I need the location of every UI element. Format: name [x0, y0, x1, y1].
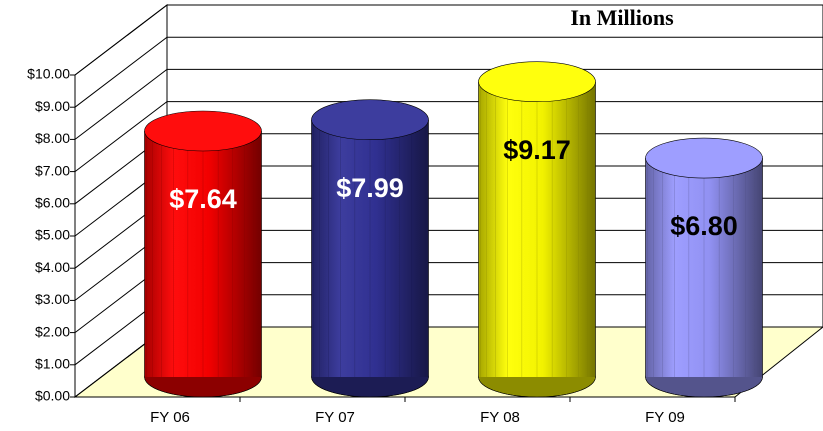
value-label: $9.17 — [503, 135, 571, 165]
y-tick-label: $2.00 — [35, 323, 70, 339]
y-tick-label: $4.00 — [35, 259, 70, 275]
bar-outline — [311, 119, 429, 398]
y-tick-label: $7.00 — [35, 162, 70, 178]
y-tick-label: $1.00 — [35, 356, 70, 372]
bar-top — [311, 99, 429, 141]
x-tick-label: FY 09 — [645, 409, 685, 426]
grid-line — [74, 4, 823, 76]
y-tick-label: $8.00 — [35, 130, 70, 146]
x-tick-label: FY 08 — [480, 409, 520, 426]
chart-title: In Millions — [570, 5, 674, 30]
y-tick-label: $10.00 — [27, 66, 70, 82]
y-tick-label: $6.00 — [35, 195, 70, 211]
grid-line — [74, 36, 823, 108]
y-tick-label: $0.00 — [35, 388, 70, 404]
y-tick-label: $9.00 — [35, 98, 70, 114]
grid-line — [74, 68, 823, 140]
value-label: $7.64 — [169, 184, 237, 214]
y-tick-label: $5.00 — [35, 227, 70, 243]
x-tick-label: FY 06 — [150, 409, 190, 426]
value-label: $7.99 — [336, 173, 404, 203]
bar-top — [645, 137, 763, 179]
bar-outline — [645, 158, 763, 398]
bar-outline — [144, 130, 262, 398]
y-tick-label: $3.00 — [35, 291, 70, 307]
bar-outline — [478, 81, 596, 398]
bar-top — [478, 61, 596, 103]
value-label: $6.80 — [670, 211, 738, 241]
x-tick-label: FY 07 — [315, 409, 355, 426]
grid-line — [74, 101, 823, 172]
bar-top — [144, 110, 262, 152]
